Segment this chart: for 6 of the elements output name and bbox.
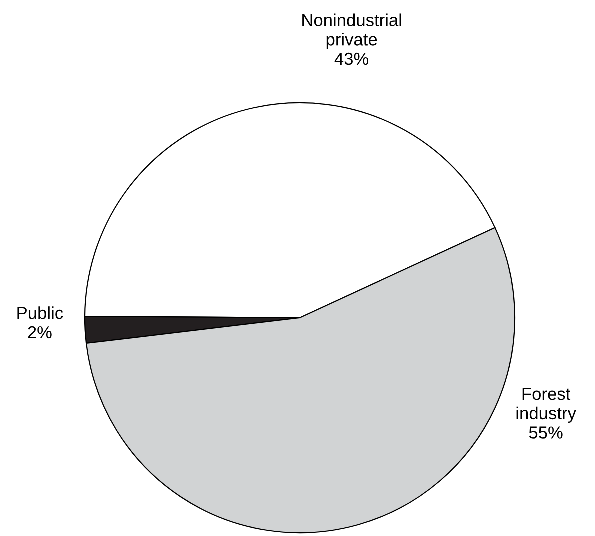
data-label: 43%	[334, 52, 369, 66]
slice-label: Forest industry	[516, 388, 576, 424]
data-label: 2%	[28, 326, 52, 339]
data-label: 55%	[529, 426, 563, 439]
slice-label: Nonindustrial private	[302, 14, 402, 50]
slice-label: Public	[18, 306, 64, 320]
